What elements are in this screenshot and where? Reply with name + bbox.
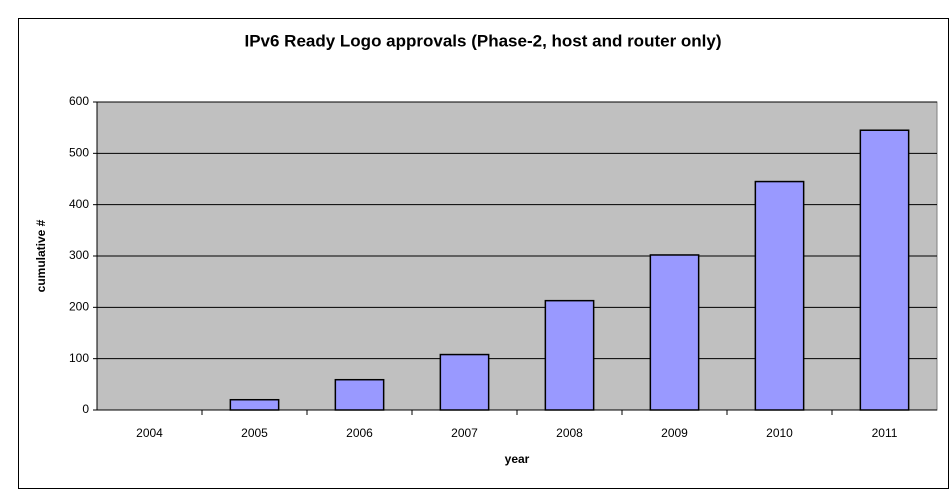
bar: [334, 378, 385, 411]
x-tick-label: 2011: [872, 426, 898, 440]
y-tick-label: 0: [82, 402, 89, 416]
x-axis-label: year: [505, 452, 530, 466]
y-tick-label: 300: [69, 248, 89, 262]
x-tick-label: 2009: [661, 426, 688, 440]
y-tick-label: 600: [69, 94, 89, 108]
x-tick-label: 2005: [241, 426, 268, 440]
bar: [859, 129, 910, 411]
y-axis-label: cumulative #: [34, 219, 48, 292]
y-tick-label: 100: [69, 351, 89, 365]
y-tick-label: 400: [69, 197, 89, 211]
bar: [439, 353, 490, 411]
y-tick-label: 200: [69, 300, 89, 314]
y-tick-label: 500: [69, 146, 89, 160]
bar: [229, 398, 280, 411]
x-tick-label: 2008: [556, 426, 583, 440]
x-tick-label: 2004: [136, 426, 163, 440]
x-tick-label: 2007: [451, 426, 478, 440]
x-tick-label: 2010: [766, 426, 793, 440]
bar: [544, 299, 595, 411]
bar: [649, 254, 700, 411]
x-tick-label: 2006: [346, 426, 373, 440]
bar: [754, 180, 805, 411]
chart-title: IPv6 Ready Logo approvals (Phase-2, host…: [244, 31, 721, 50]
